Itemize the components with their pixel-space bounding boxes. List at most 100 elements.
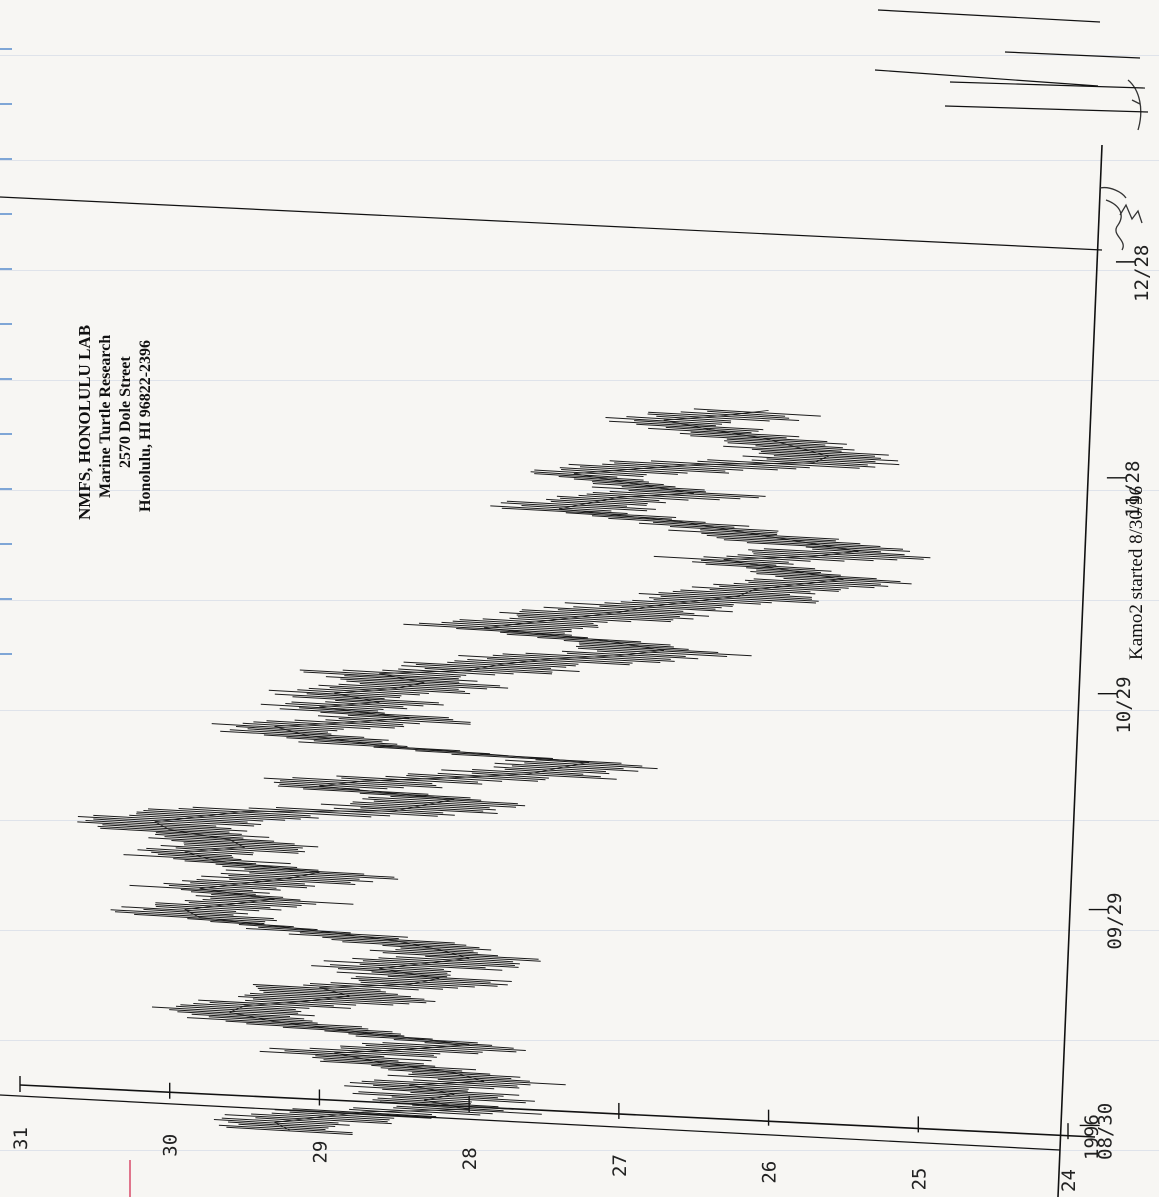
trace-segment	[340, 1045, 479, 1055]
trace-segment	[746, 567, 822, 574]
trace-segment	[566, 652, 671, 660]
trace-segment	[362, 960, 486, 969]
trace-segment	[164, 836, 295, 845]
trace-segment	[783, 577, 881, 585]
trace-link	[528, 617, 574, 624]
trace-segment	[151, 1006, 315, 1017]
trace-segment	[263, 734, 383, 743]
trace-segment	[163, 882, 281, 891]
trace-segment	[535, 759, 643, 767]
handwriting-scribble	[1099, 186, 1127, 251]
trace-segment	[342, 941, 492, 951]
trace-link	[409, 1080, 485, 1086]
trace-segment	[559, 467, 678, 475]
trace-link	[693, 462, 814, 465]
trace-segment	[543, 606, 710, 617]
trace-segment	[192, 806, 372, 818]
trace-segment	[171, 840, 303, 849]
trace-segment	[344, 675, 460, 683]
trace-link	[334, 688, 395, 694]
trace-segment	[218, 1124, 353, 1134]
x-tick-label: 11/28	[1122, 461, 1144, 518]
trace-segment	[437, 1078, 531, 1086]
trace-link	[648, 601, 694, 607]
trace-segment	[359, 792, 482, 801]
trace-segment	[592, 483, 705, 491]
trace-segment	[691, 586, 816, 595]
trace-segment	[157, 853, 242, 861]
trace-segment	[257, 987, 412, 998]
trace-segment	[723, 445, 889, 456]
trace-segment	[359, 683, 459, 690]
trace-segment	[77, 816, 255, 827]
trace-segment	[393, 1107, 493, 1115]
trace-segment	[713, 583, 839, 592]
trace-segment	[647, 413, 770, 422]
trace-segment	[766, 458, 868, 466]
trace-segment	[77, 821, 248, 832]
trace-segment	[521, 505, 612, 512]
trace-segment	[268, 689, 401, 699]
trace-segment	[382, 952, 541, 962]
trace-segment	[344, 1085, 520, 1096]
trace-segment	[260, 703, 379, 712]
trace-segment	[723, 539, 904, 550]
trace-segment	[382, 1042, 526, 1051]
trace-segment	[393, 1039, 493, 1046]
trace-segment	[255, 1117, 339, 1124]
lab-department: Marine Turtle Research	[97, 335, 114, 498]
trace-segment	[338, 683, 466, 692]
trace-segment	[148, 837, 319, 848]
trace-segment	[333, 807, 455, 816]
trace-segment	[591, 486, 766, 497]
trace-segment	[361, 1042, 517, 1053]
trace-segment	[311, 965, 448, 974]
margin-tick	[0, 158, 12, 160]
trace-segment	[186, 1017, 363, 1028]
trace-segment	[775, 575, 912, 585]
trace-segment	[719, 585, 811, 593]
trace-segment	[155, 833, 275, 842]
trace-segment	[169, 1009, 291, 1017]
trace-segment	[269, 1047, 437, 1058]
trace-link	[753, 584, 799, 591]
trace-segment	[758, 452, 899, 462]
trace-segment	[458, 655, 630, 666]
trace-segment	[229, 729, 365, 738]
trace-link	[469, 664, 500, 671]
trace-segment	[395, 949, 499, 957]
trace-segment	[291, 701, 408, 710]
footer-note-group: Kamo2 started 8/30/96	[1126, 486, 1147, 660]
y-axis-ticks: 24 25 26 27 28 29 30 31	[10, 1076, 1080, 1192]
trace-segment	[680, 411, 790, 419]
trace-segment	[306, 693, 385, 700]
trace-segment	[352, 801, 496, 811]
trace-link	[618, 493, 694, 498]
trace-segment	[324, 1030, 405, 1037]
trace-segment	[596, 650, 686, 657]
trace-segment	[378, 957, 515, 966]
trace-segment	[525, 652, 675, 662]
trace-segment	[263, 991, 436, 1002]
margin-tick	[0, 48, 12, 50]
trace-segment	[292, 696, 444, 706]
trace-segment	[418, 622, 572, 633]
trace-link	[573, 468, 634, 474]
trace-segment	[252, 984, 386, 993]
trace-segment	[146, 847, 254, 856]
trace-segment	[459, 619, 599, 628]
trace-segment	[292, 1108, 437, 1118]
trace-segment	[277, 785, 429, 795]
trace-segment	[556, 495, 666, 504]
trace-link	[499, 659, 545, 665]
trace-segment	[763, 548, 931, 559]
trace-segment	[672, 590, 813, 600]
margin-tick	[0, 213, 12, 215]
trace-segment	[519, 611, 674, 621]
trace-segment	[225, 869, 399, 880]
trace-segment	[147, 808, 319, 819]
trace-link	[319, 780, 365, 787]
trace-segment	[575, 645, 752, 657]
trace-link	[229, 898, 275, 905]
trace-segment	[387, 1074, 566, 1086]
